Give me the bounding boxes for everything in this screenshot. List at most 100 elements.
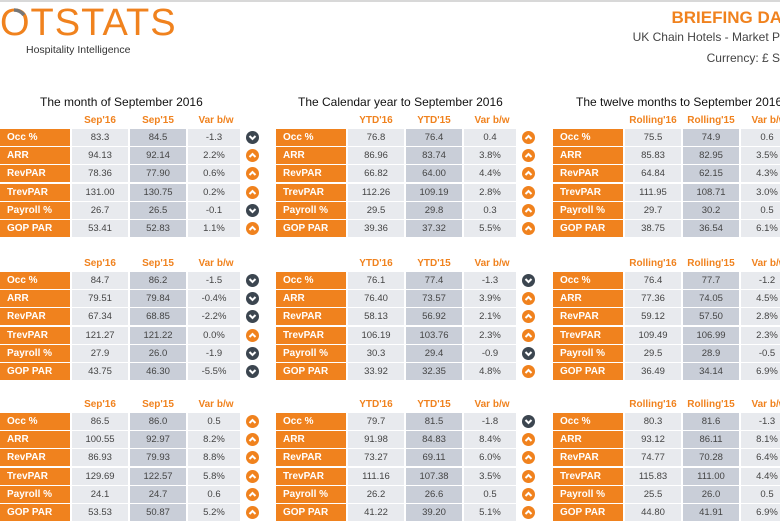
- current-column-header: YTD'16: [348, 115, 404, 127]
- current-value: 67.34: [72, 308, 128, 325]
- current-value: 77.36: [625, 290, 681, 307]
- previous-value: 92.14: [130, 147, 186, 164]
- variance-value: 8.8%: [188, 449, 240, 466]
- current-value: 74.77: [625, 449, 681, 466]
- current-value: 59.12: [625, 308, 681, 325]
- current-value: 76.40: [348, 290, 404, 307]
- previous-column-header: Rolling'15: [683, 115, 739, 127]
- previous-value: 111.00: [683, 468, 739, 485]
- metric-label: GOP PAR: [276, 504, 346, 521]
- current-value: 111.16: [348, 468, 404, 485]
- metric-label: GOP PAR: [0, 220, 70, 237]
- variance-value: 2.8%: [464, 184, 516, 201]
- variance-value: -1.9: [188, 345, 240, 362]
- previous-value: 26.6: [406, 486, 462, 503]
- previous-value: 26.5: [130, 202, 186, 219]
- current-value: 76.1: [348, 272, 404, 289]
- metric-label: TrevPAR: [553, 468, 623, 485]
- metric-label: Occ %: [553, 272, 623, 289]
- current-value: 79.7: [348, 413, 404, 430]
- previous-value: 70.28: [683, 449, 739, 466]
- trend-up-icon: [246, 451, 259, 464]
- metric-label: RevPAR: [553, 165, 623, 182]
- trend-up-icon: [246, 433, 259, 446]
- previous-column-header: Rolling'15: [683, 258, 739, 270]
- variance-value: 8.1%: [741, 431, 780, 448]
- previous-column-header: Sep'15: [130, 258, 186, 270]
- current-value: 29.7: [625, 202, 681, 219]
- current-value: 29.5: [348, 202, 404, 219]
- metric-label: ARR: [276, 431, 346, 448]
- current-column-header: YTD'16: [348, 399, 404, 411]
- variance-value: -1.8: [464, 413, 516, 430]
- metric-label: TrevPAR: [0, 327, 70, 344]
- variance-column-header: Var b/w: [464, 115, 520, 127]
- current-value: 86.5: [72, 413, 128, 430]
- variance-column-header: Var b/w: [188, 399, 244, 411]
- previous-value: 29.8: [406, 202, 462, 219]
- variance-value: 6.0%: [464, 449, 516, 466]
- current-column-header: Rolling'16: [625, 115, 681, 127]
- metric-label: Occ %: [0, 413, 70, 430]
- trend-up-icon: [522, 186, 535, 199]
- trend-up-icon: [522, 292, 535, 305]
- variance-value: -1.5: [188, 272, 240, 289]
- previous-value: 77.4: [406, 272, 462, 289]
- previous-value: 130.75: [130, 184, 186, 201]
- trend-up-icon: [246, 488, 259, 501]
- previous-value: 82.95: [683, 147, 739, 164]
- metric-label: GOP PAR: [276, 363, 346, 380]
- metric-label: ARR: [0, 147, 70, 164]
- previous-value: 37.32: [406, 220, 462, 237]
- variance-value: 4.5%: [741, 290, 780, 307]
- previous-value: 86.2: [130, 272, 186, 289]
- trend-up-icon: [522, 222, 535, 235]
- section-title: The Calendar year to September 2016: [298, 95, 503, 109]
- metric-label: TrevPAR: [553, 327, 623, 344]
- current-value: 44.80: [625, 504, 681, 521]
- current-value: 25.5: [625, 486, 681, 503]
- previous-column-header: YTD'15: [406, 399, 462, 411]
- trend-up-icon: [522, 451, 535, 464]
- variance-value: 4.3%: [741, 165, 780, 182]
- current-column-header: Sep'16: [72, 399, 128, 411]
- previous-value: 24.7: [130, 486, 186, 503]
- previous-value: 62.15: [683, 165, 739, 182]
- previous-value: 103.76: [406, 327, 462, 344]
- current-value: 39.36: [348, 220, 404, 237]
- metric-label: Payroll %: [276, 202, 346, 219]
- previous-value: 50.87: [130, 504, 186, 521]
- previous-value: 86.11: [683, 431, 739, 448]
- previous-column-header: Rolling'15: [683, 399, 739, 411]
- variance-value: 2.2%: [188, 147, 240, 164]
- metric-label: GOP PAR: [553, 220, 623, 237]
- previous-column-header: YTD'15: [406, 115, 462, 127]
- variance-value: -0.5: [741, 345, 780, 362]
- metric-label: Payroll %: [276, 486, 346, 503]
- variance-column-header: Var b/w: [188, 115, 244, 127]
- variance-value: 2.1%: [464, 308, 516, 325]
- previous-value: 81.5: [406, 413, 462, 430]
- variance-value: 0.2%: [188, 184, 240, 201]
- current-value: 27.9: [72, 345, 128, 362]
- trend-up-icon: [246, 186, 259, 199]
- metric-label: GOP PAR: [553, 363, 623, 380]
- metric-label: RevPAR: [0, 165, 70, 182]
- current-value: 29.5: [625, 345, 681, 362]
- metric-label: RevPAR: [0, 308, 70, 325]
- trend-up-icon: [246, 415, 259, 428]
- previous-column-header: Sep'15: [130, 115, 186, 127]
- trend-up-icon: [522, 204, 535, 217]
- trend-up-icon: [522, 470, 535, 483]
- variance-value: 0.3: [464, 202, 516, 219]
- variance-value: 6.4%: [741, 449, 780, 466]
- metric-label: Occ %: [276, 272, 346, 289]
- previous-value: 79.84: [130, 290, 186, 307]
- current-value: 86.96: [348, 147, 404, 164]
- trend-up-icon: [522, 433, 535, 446]
- variance-value: 0.5: [741, 486, 780, 503]
- variance-value: 0.6%: [188, 165, 240, 182]
- metric-label: Payroll %: [553, 345, 623, 362]
- metric-label: GOP PAR: [276, 220, 346, 237]
- previous-column-header: YTD'15: [406, 258, 462, 270]
